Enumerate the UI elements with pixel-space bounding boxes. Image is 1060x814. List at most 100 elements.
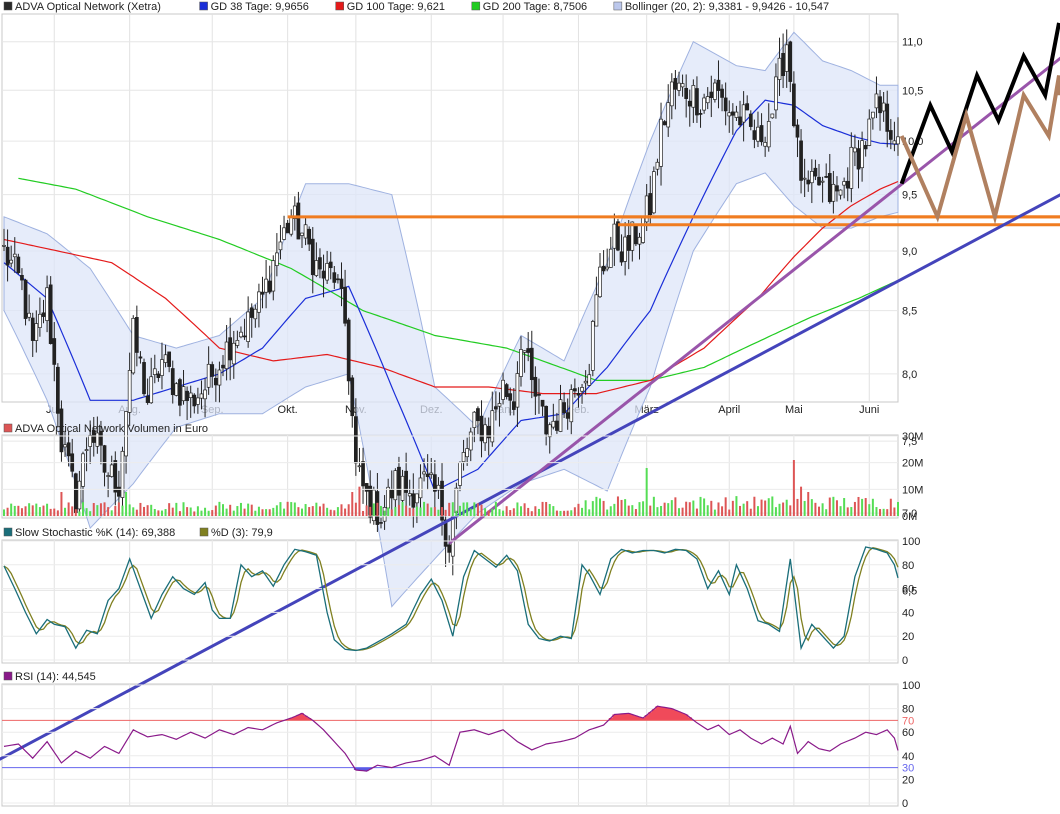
volume-bar — [681, 507, 684, 516]
candle-body — [555, 420, 559, 431]
candle-body — [508, 393, 513, 401]
volume-bar — [480, 504, 483, 516]
candle-body — [134, 317, 139, 353]
volume-bar — [408, 507, 411, 516]
candle-body — [856, 148, 861, 170]
volume-bar — [401, 501, 404, 516]
rsi-swatch — [3, 671, 13, 681]
candle-body — [196, 397, 200, 405]
volume-bar — [670, 500, 673, 516]
candle-body — [432, 474, 437, 492]
candle-body — [756, 126, 760, 142]
candle-body — [680, 83, 685, 88]
volume-bar — [71, 506, 74, 516]
volume-bar — [627, 505, 630, 516]
candle-body — [860, 140, 864, 169]
candle-body — [242, 335, 247, 338]
candle-body — [203, 389, 207, 400]
candle-body — [781, 52, 785, 77]
candle-body — [529, 347, 534, 381]
volume-bar — [139, 502, 142, 516]
volume-bar — [322, 503, 325, 516]
volume-bar — [573, 507, 576, 516]
candle-body — [321, 270, 326, 279]
volume-bar — [828, 497, 831, 516]
candle-body — [260, 291, 265, 295]
candle-body — [766, 121, 771, 148]
gd200-line — [18, 177, 899, 381]
x-tick-label-10: Mai — [785, 404, 803, 416]
candle-body — [389, 489, 394, 499]
candle-body — [784, 44, 789, 72]
volume-bar — [703, 498, 706, 516]
volume-bar — [247, 503, 250, 516]
candle-body — [695, 88, 699, 116]
candle-body — [655, 161, 660, 170]
candle-body — [48, 284, 53, 344]
candle-body — [580, 387, 584, 392]
volume-bar — [760, 499, 763, 516]
candle-body — [160, 359, 164, 376]
candle-body — [99, 430, 103, 446]
volume-bar — [6, 507, 9, 516]
candle-body — [892, 140, 897, 145]
volume-bar — [196, 506, 199, 516]
volume-bar — [466, 502, 469, 516]
volume-bar — [182, 502, 185, 516]
volume-bar — [473, 502, 476, 516]
volume-bar — [749, 508, 752, 516]
candle-body — [533, 376, 538, 397]
candle-body — [300, 232, 304, 236]
volume-bar — [491, 508, 494, 516]
volume-bar — [782, 502, 785, 516]
candle-body — [224, 341, 229, 370]
volume-bar — [767, 498, 770, 516]
volume-bar — [609, 506, 612, 516]
candle-body — [307, 228, 312, 245]
candle-body — [698, 113, 703, 115]
volume-bar — [433, 507, 436, 516]
stoch-y-tick-5: 0 — [902, 655, 908, 667]
candle-body — [314, 260, 319, 276]
volume-bar — [204, 507, 207, 516]
rsi-reference-label-70: 70 — [902, 715, 914, 727]
candle-body — [501, 379, 505, 400]
candle-body — [648, 193, 653, 216]
volume-bar — [135, 509, 138, 516]
candle-body — [66, 442, 71, 457]
volume-bar — [846, 507, 849, 516]
volume-bar — [369, 506, 372, 516]
candle-body — [397, 466, 401, 496]
candle-body — [9, 259, 14, 264]
stoch-y-tick-0: 100 — [902, 536, 920, 548]
candle-body — [479, 415, 484, 442]
volume-bar — [721, 506, 724, 516]
volume-bar — [688, 502, 691, 516]
candle-body — [888, 130, 893, 140]
candle-body — [303, 224, 308, 239]
candle-body — [239, 331, 243, 338]
stoch-d-swatch — [199, 527, 209, 537]
candle-body — [476, 408, 480, 422]
candle-body — [881, 102, 886, 112]
volume-bar — [157, 510, 160, 516]
volume-bar — [577, 503, 580, 516]
candle-body — [199, 393, 204, 399]
candle-body — [325, 263, 329, 281]
volume-bar — [584, 500, 587, 516]
candle-body — [113, 460, 118, 493]
volume-bar — [713, 509, 716, 516]
candle-body — [350, 377, 355, 417]
candle-body — [748, 113, 753, 127]
candle-body — [626, 235, 631, 251]
candle-body — [720, 88, 724, 98]
legend-label-3: GD 200 Tage: 8,7506 — [483, 1, 587, 13]
volume-bar — [756, 506, 759, 516]
candle-body — [213, 377, 218, 386]
candle-body — [468, 431, 473, 451]
volume-bar — [764, 500, 767, 516]
price-y-tick-1: 10,5 — [902, 85, 923, 97]
volume-bar — [616, 496, 619, 516]
candle-body — [38, 313, 42, 328]
volume-bar — [423, 501, 426, 516]
